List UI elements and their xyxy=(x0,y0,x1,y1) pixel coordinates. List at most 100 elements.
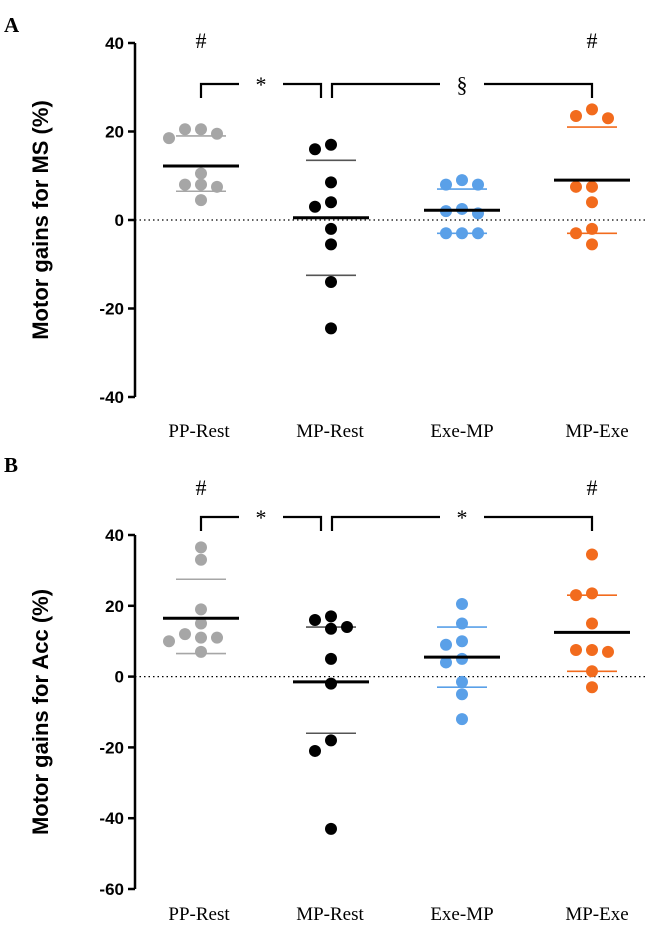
data-point xyxy=(325,677,337,690)
data-point xyxy=(179,628,191,641)
significance-mark: # xyxy=(587,475,598,500)
y-tick-label: 0 xyxy=(115,668,124,687)
data-point xyxy=(163,132,175,145)
y-tick-label: -40 xyxy=(99,809,124,828)
significance-mark: # xyxy=(196,475,207,500)
comparison-bracket xyxy=(199,82,323,98)
comparison-bracket xyxy=(330,82,594,98)
panel-a-chart: -40 -20 0 20 40 Motor gains for MS (%) PP-Rest… xyxy=(28,28,648,442)
x-tick-label: Exe-MP xyxy=(430,421,493,442)
data-point xyxy=(195,603,207,616)
y-axis-label: Motor gains for MS (%) xyxy=(28,100,53,340)
data-point xyxy=(456,713,468,726)
x-tick-label: MP-Exe xyxy=(565,904,628,925)
data-point xyxy=(195,617,207,630)
data-point xyxy=(309,613,321,626)
data-point xyxy=(586,665,598,678)
data-point xyxy=(472,178,484,191)
y-tick-label: 40 xyxy=(105,526,124,545)
data-point xyxy=(309,200,321,213)
data-point xyxy=(586,548,598,561)
data-point xyxy=(586,222,598,235)
data-point xyxy=(570,589,582,602)
data-point xyxy=(195,645,207,658)
data-point xyxy=(325,822,337,835)
data-point xyxy=(341,621,353,634)
data-point xyxy=(211,127,223,140)
data-point xyxy=(325,275,337,288)
x-tick-label: PP-Rest xyxy=(168,904,230,925)
data-point xyxy=(440,638,452,651)
data-point xyxy=(456,617,468,630)
data-point xyxy=(179,178,191,191)
data-point xyxy=(325,622,337,635)
data-point xyxy=(211,180,223,193)
data-point xyxy=(309,143,321,156)
data-point xyxy=(195,194,207,207)
x-tick-label: PP-Rest xyxy=(168,421,230,442)
data-point xyxy=(472,227,484,240)
data-point xyxy=(456,635,468,648)
data-point xyxy=(195,541,207,554)
data-point xyxy=(586,238,598,251)
data-point xyxy=(586,617,598,630)
data-point xyxy=(586,681,598,694)
data-point xyxy=(456,675,468,688)
significance-mark: # xyxy=(587,28,598,53)
data-point xyxy=(586,180,598,193)
data-point xyxy=(456,652,468,665)
y-tick-label: -20 xyxy=(99,300,124,319)
x-tick-label: MP-Rest xyxy=(296,421,364,442)
data-point xyxy=(325,222,337,235)
panel-letter-b: B xyxy=(4,453,18,477)
data-point xyxy=(325,652,337,665)
data-point xyxy=(586,196,598,209)
x-tick-label: MP-Exe xyxy=(565,421,628,442)
y-tick-label: -20 xyxy=(99,738,124,757)
bracket-label: * xyxy=(256,72,267,97)
data-point xyxy=(195,631,207,644)
data-point xyxy=(456,227,468,240)
data-point xyxy=(440,178,452,191)
y-tick-label: 40 xyxy=(105,34,124,53)
data-point xyxy=(325,322,337,335)
y-tick-label: -40 xyxy=(99,388,124,407)
y-tick-label: 20 xyxy=(105,123,124,142)
data-point xyxy=(325,238,337,251)
data-point xyxy=(325,176,337,189)
significance-mark: # xyxy=(196,28,207,53)
comparison-bracket xyxy=(330,515,594,531)
bracket-label: * xyxy=(256,505,267,530)
data-point xyxy=(195,178,207,191)
x-tick-label: Exe-MP xyxy=(430,904,493,925)
data-point xyxy=(325,610,337,623)
data-point xyxy=(456,598,468,611)
data-point xyxy=(195,123,207,136)
data-point xyxy=(602,645,614,658)
data-point xyxy=(325,734,337,747)
data-point xyxy=(586,587,598,600)
data-point xyxy=(309,744,321,757)
data-point xyxy=(440,656,452,669)
data-point xyxy=(586,644,598,657)
bracket-label: * xyxy=(457,505,468,530)
data-point xyxy=(325,196,337,209)
y-tick-label: 0 xyxy=(115,211,124,230)
data-point xyxy=(456,174,468,187)
bracket-label: § xyxy=(457,72,468,97)
data-point xyxy=(602,112,614,125)
data-point xyxy=(586,103,598,116)
data-point xyxy=(195,167,207,180)
data-point xyxy=(325,138,337,151)
data-point xyxy=(570,644,582,657)
data-point xyxy=(179,123,191,136)
data-point xyxy=(211,631,223,644)
data-point xyxy=(570,180,582,193)
comparison-bracket xyxy=(199,515,323,531)
panel-b-chart: -60 -40 -20 0 20 40 Motor gains for Acc (%) PP-… xyxy=(28,475,648,925)
data-point xyxy=(440,227,452,240)
x-tick-label: MP-Rest xyxy=(296,904,364,925)
data-point xyxy=(570,110,582,123)
data-point xyxy=(163,635,175,648)
